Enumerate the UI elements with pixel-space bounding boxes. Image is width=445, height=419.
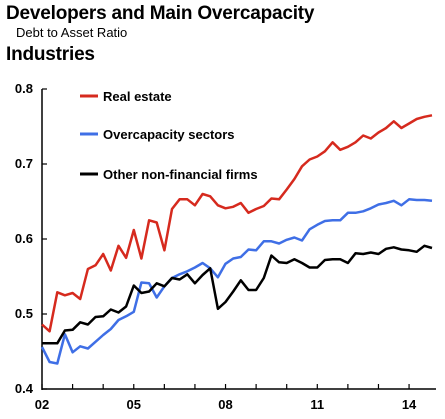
x-tick-label: 14: [402, 397, 417, 412]
legend-label-overcapacity-sectors: Overcapacity sectors: [103, 127, 235, 142]
legend-label-real-estate: Real estate: [103, 89, 172, 104]
y-tick-label: 0.8: [15, 81, 33, 96]
chart-subtitle: Debt to Asset Ratio: [16, 25, 128, 40]
y-tick-label: 0.5: [15, 306, 33, 321]
chart-series: [40, 114, 433, 365]
x-tick-label: 05: [127, 397, 141, 412]
legend-label-other-non-financial-firms: Other non-financial firms: [103, 167, 258, 182]
series-line-overcapacity-sectors: [40, 198, 433, 365]
x-tick-label: 02: [35, 397, 49, 412]
x-tick-label: 11: [310, 397, 324, 412]
chart-legend: Real estate Overcapacity sectors Other non…: [80, 89, 258, 182]
y-tick-label: 0.6: [15, 231, 33, 246]
chart-title-continued: Industries: [6, 44, 95, 65]
chart-axes: 0.4 0.5 0.6 0.7 0.8 02 05 08 11 14: [15, 81, 436, 412]
y-tick-label: 0.4: [15, 381, 34, 396]
chart-title: Developers and Main Overcapacity: [6, 3, 315, 24]
y-tick-label: 0.7: [15, 156, 33, 171]
series-line-other-non-financial-firms: [42, 244, 433, 345]
series-line-real-estate: [41, 114, 433, 333]
x-tick-label: 08: [218, 397, 232, 412]
